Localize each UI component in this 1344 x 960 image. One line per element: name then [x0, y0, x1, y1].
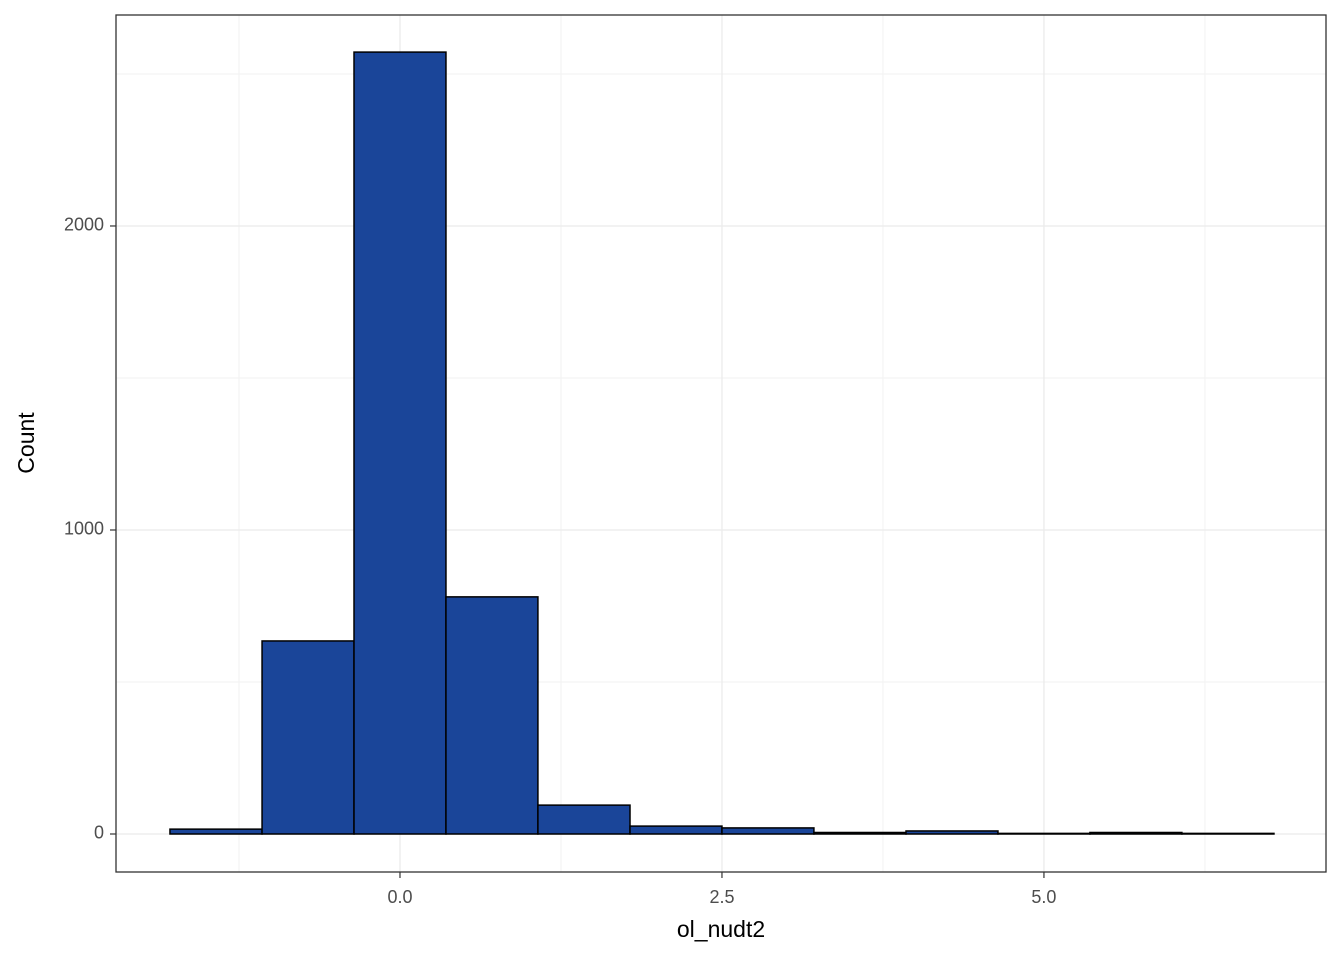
bar [445, 596, 539, 835]
bar [721, 827, 815, 835]
y-tick-label: 0 [94, 823, 104, 843]
bar [169, 828, 263, 835]
x-tick-label: 5.0 [1031, 887, 1056, 907]
x-tick-label: 2.5 [709, 887, 734, 907]
bar [905, 830, 999, 835]
x-axis-title: ol_nudt2 [677, 916, 765, 942]
bar [629, 825, 723, 835]
x-tick-label: 0.0 [387, 887, 412, 907]
bar [1089, 831, 1183, 835]
y-tick-label: 1000 [64, 519, 104, 539]
bar [261, 640, 355, 835]
bar [353, 51, 447, 835]
panel-border [115, 14, 1327, 873]
bar [813, 831, 907, 835]
y-tick-label: 2000 [64, 215, 104, 235]
bar [1181, 832, 1275, 835]
bar [537, 804, 631, 835]
bar [997, 832, 1091, 835]
y-axis-title: Count [13, 412, 39, 474]
